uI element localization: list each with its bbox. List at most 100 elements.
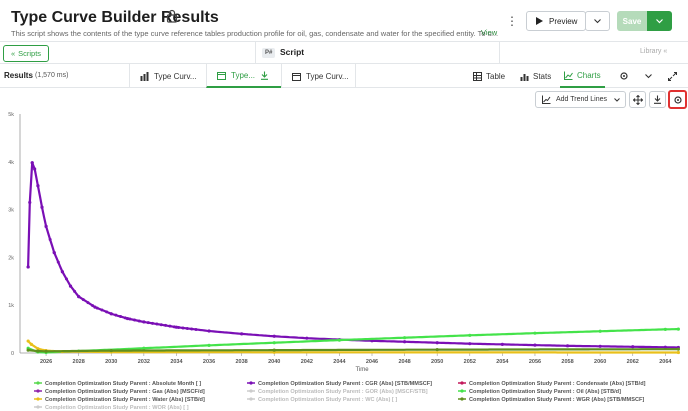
legend-label[interactable]: Completion Optimization Study Parent : W… <box>258 397 397 403</box>
legend-label[interactable]: Completion Optimization Study Parent : W… <box>45 397 205 403</box>
production-chart[interactable]: 0 1k 2k 3k 4k 5k 2026 2028 2030 2032 2034 2036 2038 2… <box>0 108 688 411</box>
data-point[interactable] <box>73 289 77 293</box>
data-point[interactable] <box>105 310 109 314</box>
data-point[interactable] <box>109 349 113 353</box>
data-point[interactable] <box>337 338 342 342</box>
legend-label[interactable]: Completion Optimization Study Parent : O… <box>469 389 621 395</box>
data-point[interactable] <box>272 348 276 352</box>
data-point[interactable] <box>95 306 99 310</box>
data-point[interactable] <box>468 342 472 346</box>
series-line[interactable] <box>27 348 679 353</box>
legend-label[interactable]: Completion Optimization Study Parent : A… <box>45 381 201 387</box>
table-view-tab[interactable]: Table <box>473 64 505 88</box>
download-icon[interactable] <box>260 71 269 80</box>
expand-button[interactable] <box>668 64 677 88</box>
data-point[interactable] <box>598 344 602 348</box>
data-point[interactable] <box>123 316 127 320</box>
library-button[interactable]: Library « <box>640 48 667 55</box>
data-point[interactable] <box>137 319 141 323</box>
data-point[interactable] <box>185 326 189 330</box>
data-point[interactable] <box>435 348 439 352</box>
data-point[interactable] <box>194 327 198 331</box>
data-point[interactable] <box>272 341 276 345</box>
view-description-link[interactable]: View <box>481 28 498 37</box>
data-point[interactable] <box>240 332 244 336</box>
data-point[interactable] <box>402 336 407 340</box>
result-tab-1[interactable]: Type Curv... <box>129 64 206 88</box>
data-point[interactable] <box>69 284 73 288</box>
data-point[interactable] <box>93 305 97 309</box>
data-point[interactable] <box>159 323 163 327</box>
stats-view-tab[interactable]: Stats <box>520 64 551 88</box>
data-point[interactable] <box>30 161 34 165</box>
data-point[interactable] <box>305 336 309 340</box>
data-point[interactable] <box>155 322 159 326</box>
data-point[interactable] <box>500 342 504 346</box>
data-point[interactable] <box>168 324 172 328</box>
data-point[interactable] <box>81 298 85 302</box>
data-point[interactable] <box>181 326 185 330</box>
download-chart-button[interactable] <box>649 91 666 108</box>
data-point[interactable] <box>28 200 32 205</box>
data-point[interactable] <box>676 327 680 331</box>
data-point[interactable] <box>109 312 113 316</box>
series-line[interactable] <box>27 340 679 354</box>
data-point[interactable] <box>40 205 44 209</box>
data-point[interactable] <box>190 327 194 331</box>
result-tab-3[interactable]: Type Curv... <box>281 64 356 88</box>
data-point[interactable] <box>86 301 90 305</box>
save-dropdown-button[interactable] <box>647 11 672 31</box>
data-point[interactable] <box>468 333 472 337</box>
data-point[interactable] <box>435 341 439 345</box>
legend-label[interactable]: Completion Optimization Study Parent : C… <box>469 381 646 387</box>
data-point[interactable] <box>631 345 635 349</box>
view-menu-button[interactable] <box>645 64 652 88</box>
view-settings-button[interactable] <box>619 64 629 88</box>
data-point[interactable] <box>177 325 181 329</box>
save-button[interactable]: Save <box>617 11 647 31</box>
legend-label[interactable]: Completion Optimization Study Parent : C… <box>258 381 432 387</box>
data-point[interactable] <box>26 265 30 269</box>
data-point[interactable] <box>44 224 48 228</box>
data-point[interactable] <box>48 237 52 241</box>
legend-label[interactable]: Completion Optimization Study Parent : W… <box>45 405 189 411</box>
data-point[interactable] <box>100 308 104 312</box>
data-point[interactable] <box>565 344 570 348</box>
scripts-button[interactable]: « Scripts <box>3 45 49 62</box>
data-point[interactable] <box>125 316 130 321</box>
data-point[interactable] <box>36 349 40 353</box>
data-point[interactable] <box>598 329 602 333</box>
data-point[interactable] <box>172 325 176 329</box>
legend-label[interactable]: Completion Optimization Study Parent : G… <box>45 389 205 395</box>
data-point[interactable] <box>663 327 667 331</box>
data-point[interactable] <box>142 320 146 324</box>
data-point[interactable] <box>676 347 680 351</box>
data-point[interactable] <box>207 329 211 333</box>
data-point[interactable] <box>29 342 34 346</box>
data-point[interactable] <box>133 318 137 322</box>
data-point[interactable] <box>663 345 667 349</box>
add-trend-lines-button[interactable]: Add Trend Lines <box>535 91 626 108</box>
data-point[interactable] <box>60 270 64 274</box>
data-point[interactable] <box>533 331 537 335</box>
data-point[interactable] <box>64 277 68 281</box>
legend-label[interactable]: Completion Optimization Study Parent : W… <box>469 397 644 403</box>
data-point[interactable] <box>128 317 132 321</box>
series-line[interactable] <box>27 328 679 354</box>
data-point[interactable] <box>272 334 276 338</box>
data-point[interactable] <box>151 321 155 325</box>
pan-button[interactable] <box>629 91 646 108</box>
data-point[interactable] <box>114 313 118 317</box>
data-point[interactable] <box>26 339 30 343</box>
data-point[interactable] <box>26 348 30 352</box>
preview-dropdown-button[interactable] <box>585 11 610 31</box>
data-point[interactable] <box>52 251 56 255</box>
legend-label[interactable]: Completion Optimization Study Parent : G… <box>258 389 428 395</box>
data-point[interactable] <box>33 167 37 171</box>
data-point[interactable] <box>533 343 537 347</box>
data-point[interactable] <box>77 295 81 299</box>
data-point[interactable] <box>146 321 150 325</box>
chart-settings-button[interactable] <box>668 90 687 109</box>
data-point[interactable] <box>36 184 40 188</box>
data-point[interactable] <box>676 350 680 355</box>
